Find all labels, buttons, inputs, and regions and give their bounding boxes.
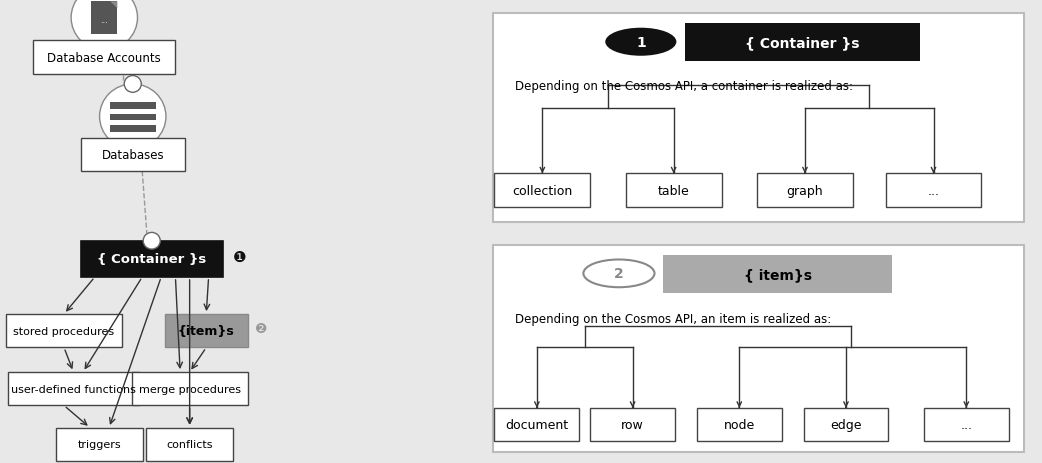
Text: { Container }s: { Container }s <box>745 36 860 50</box>
Circle shape <box>584 260 654 288</box>
Text: { item}s: { item}s <box>744 267 812 281</box>
FancyBboxPatch shape <box>495 408 579 441</box>
FancyBboxPatch shape <box>92 2 118 35</box>
Text: conflicts: conflicts <box>167 439 213 450</box>
Circle shape <box>100 85 166 150</box>
FancyBboxPatch shape <box>758 174 852 207</box>
Text: { Container }s: { Container }s <box>97 253 206 266</box>
Text: {item}s: {item}s <box>178 325 234 338</box>
FancyBboxPatch shape <box>7 372 140 406</box>
Text: user-defined functions: user-defined functions <box>11 384 135 394</box>
FancyBboxPatch shape <box>803 408 889 441</box>
FancyBboxPatch shape <box>33 41 175 75</box>
Text: table: table <box>658 184 690 197</box>
FancyBboxPatch shape <box>626 174 721 207</box>
Text: Depending on the Cosmos API, a container is realized as:: Depending on the Cosmos API, a container… <box>515 80 853 93</box>
FancyBboxPatch shape <box>110 114 155 121</box>
Text: ...: ... <box>100 16 108 25</box>
Circle shape <box>71 0 138 51</box>
Text: ...: ... <box>927 184 940 197</box>
FancyBboxPatch shape <box>663 256 893 293</box>
FancyBboxPatch shape <box>110 126 155 132</box>
Text: Database Accounts: Database Accounts <box>48 51 162 64</box>
Text: 2: 2 <box>614 267 624 281</box>
Text: triggers: triggers <box>78 439 121 450</box>
FancyBboxPatch shape <box>165 314 248 348</box>
FancyBboxPatch shape <box>886 174 982 207</box>
Text: node: node <box>724 418 754 431</box>
Text: edge: edge <box>830 418 862 431</box>
Polygon shape <box>110 2 118 9</box>
FancyBboxPatch shape <box>80 241 223 277</box>
Text: 1: 1 <box>636 36 646 50</box>
Text: Depending on the Cosmos API, an item is realized as:: Depending on the Cosmos API, an item is … <box>515 312 832 325</box>
FancyBboxPatch shape <box>80 138 184 172</box>
FancyBboxPatch shape <box>495 174 590 207</box>
FancyBboxPatch shape <box>493 245 1023 451</box>
Text: ...: ... <box>961 418 972 431</box>
FancyBboxPatch shape <box>6 314 122 348</box>
Text: collection: collection <box>513 184 572 197</box>
FancyBboxPatch shape <box>685 25 920 62</box>
FancyBboxPatch shape <box>924 408 1009 441</box>
Text: ❷: ❷ <box>254 322 267 336</box>
FancyBboxPatch shape <box>590 408 675 441</box>
Circle shape <box>605 29 676 56</box>
Circle shape <box>143 233 160 250</box>
FancyBboxPatch shape <box>110 103 155 109</box>
Text: stored procedures: stored procedures <box>14 326 115 336</box>
FancyBboxPatch shape <box>55 428 144 461</box>
FancyBboxPatch shape <box>131 372 248 406</box>
FancyBboxPatch shape <box>493 13 1023 222</box>
Text: graph: graph <box>787 184 823 197</box>
Text: ❶: ❶ <box>232 250 246 264</box>
FancyBboxPatch shape <box>146 428 233 461</box>
Text: Databases: Databases <box>101 149 164 162</box>
Text: row: row <box>621 418 644 431</box>
Text: merge procedures: merge procedures <box>139 384 241 394</box>
FancyBboxPatch shape <box>697 408 782 441</box>
Text: document: document <box>505 418 569 431</box>
Circle shape <box>124 76 142 93</box>
